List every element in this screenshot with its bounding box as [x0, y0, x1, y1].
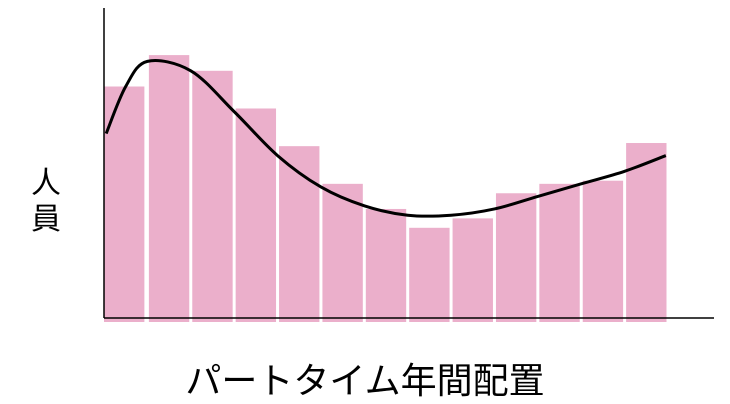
bar-3 — [192, 70, 233, 322]
bar-12 — [582, 180, 624, 322]
bar-8 — [409, 227, 450, 322]
bar-7 — [365, 208, 407, 322]
y-axis-label: 人員 — [31, 166, 61, 237]
bar-4 — [235, 108, 277, 322]
bar-9 — [452, 218, 493, 322]
bar-6 — [322, 183, 363, 322]
bar-10 — [495, 193, 537, 322]
bar-5 — [279, 146, 320, 322]
bars-group — [104, 55, 667, 322]
bar-11 — [539, 183, 580, 322]
x-axis-label: パートタイム年間配置 — [185, 361, 545, 402]
bar-2 — [148, 55, 190, 322]
bar-13 — [626, 143, 667, 322]
trend-curve — [104, 59, 667, 218]
